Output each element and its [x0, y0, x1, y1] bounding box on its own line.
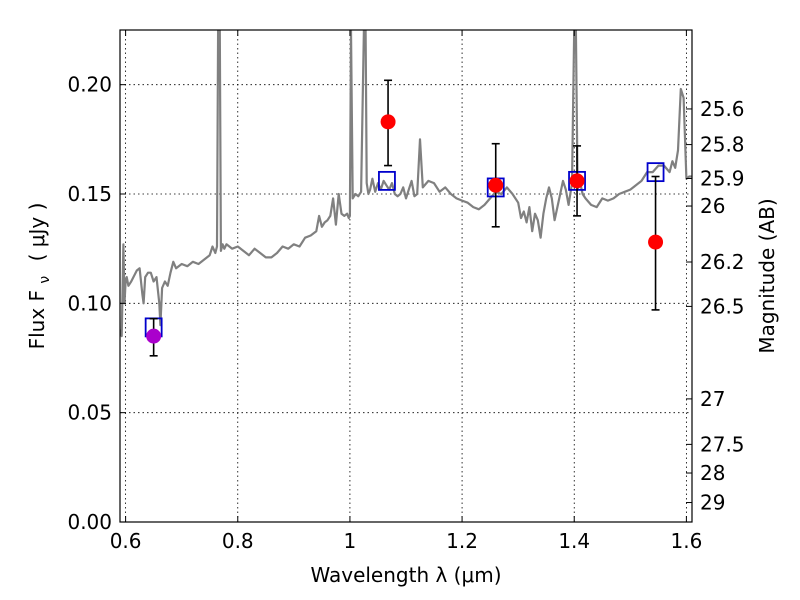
x-axis-label: Wavelength λ (μm): [310, 563, 501, 587]
y-tick-label: 0.10: [67, 291, 112, 315]
right-tick-label: 27.5: [700, 432, 745, 456]
plot-frame: [119, 29, 693, 523]
y-tick-label: 0.20: [67, 73, 112, 97]
x-tick-label: 1.4: [558, 529, 590, 553]
axis-ticks: 0.6 0.8 1 1.2 1.4 1.6 0.00 0.05 0.10 0.15 0.20 25.6…: [67, 30, 745, 553]
observed-flux-point: [569, 173, 585, 189]
x-tick-label: 0.8: [222, 529, 254, 553]
right-tick-label: 26: [700, 194, 725, 218]
model-photometry-square: [378, 170, 396, 191]
x-tick-label: 1: [344, 529, 357, 553]
observed-flux-point: [380, 114, 396, 130]
y-tick-label: 0.05: [67, 401, 112, 425]
observed-flux-point: [488, 177, 504, 193]
plot-area: [120, 30, 692, 522]
y-axis-label: Flux F ν ( μJy ): [25, 203, 54, 350]
y-axis-label-main: Flux F: [25, 290, 49, 349]
x-tick-label: 1.2: [446, 529, 478, 553]
right-tick-label: 26.2: [700, 250, 745, 274]
right-tick-label: 26.5: [700, 294, 745, 318]
right-tick-label: 25.9: [700, 166, 745, 190]
model-spectrum-line: [120, 30, 692, 338]
observed-flux-point: [648, 234, 664, 250]
upper-limit-point: [146, 328, 162, 344]
right-tick-label: 28: [700, 461, 725, 485]
right-tick-label: 29: [700, 491, 725, 515]
right-axis-label: Magnitude (AB): [755, 198, 779, 353]
y-tick-label: 0.00: [67, 510, 112, 534]
model-spectrum-layer: [120, 30, 692, 338]
x-tick-label: 1.6: [670, 529, 702, 553]
right-tick-label: 27: [700, 387, 725, 411]
y-tick-label: 0.15: [67, 182, 112, 206]
right-tick-label: 25.6: [700, 97, 745, 121]
y-axis-label-sub: ν: [37, 276, 53, 284]
right-tick-label: 25.8: [700, 133, 745, 157]
y-axis-label-unit: ( μJy ): [25, 203, 49, 262]
data-points-layer: [144, 79, 665, 357]
x-tick-label: 0.6: [110, 529, 142, 553]
